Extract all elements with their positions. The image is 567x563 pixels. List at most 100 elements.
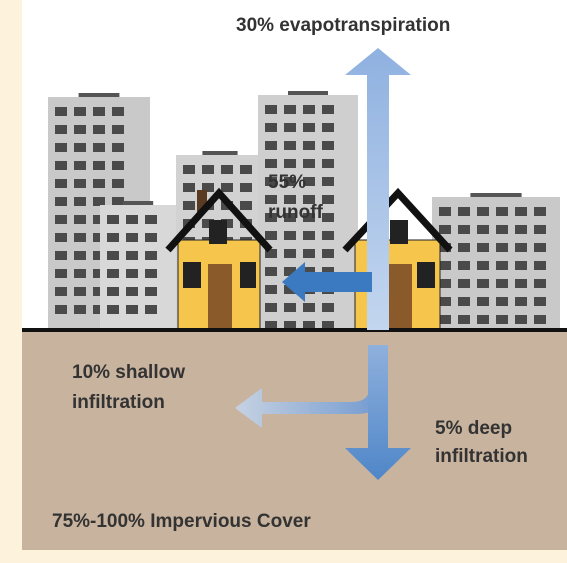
building-window xyxy=(322,303,334,312)
building-window xyxy=(534,297,546,306)
building-window xyxy=(74,143,86,152)
building-window xyxy=(112,197,124,206)
building-window xyxy=(74,251,86,260)
building-window xyxy=(74,125,86,134)
building-window xyxy=(322,249,334,258)
building-window xyxy=(477,279,489,288)
building-window xyxy=(240,165,252,174)
building-window xyxy=(496,297,508,306)
window xyxy=(209,220,227,244)
building-window xyxy=(439,225,451,234)
building-window xyxy=(515,225,527,234)
building-window xyxy=(265,123,277,132)
building-window xyxy=(55,197,67,206)
building-window xyxy=(93,143,105,152)
building-window xyxy=(74,305,86,314)
building-roof-detail xyxy=(202,151,237,155)
label: 5% deep xyxy=(435,418,512,439)
building-window xyxy=(55,179,67,188)
building-window xyxy=(458,297,470,306)
building-window xyxy=(477,207,489,216)
building-window xyxy=(145,215,157,224)
building-window xyxy=(322,159,334,168)
building-window xyxy=(265,141,277,150)
building-window xyxy=(284,231,296,240)
building-window xyxy=(515,297,527,306)
building-window xyxy=(145,269,157,278)
building-window xyxy=(55,233,67,242)
building-window xyxy=(240,201,252,210)
building-window xyxy=(458,243,470,252)
building-window xyxy=(477,261,489,270)
door xyxy=(208,264,232,330)
building-window xyxy=(496,225,508,234)
building-window xyxy=(107,251,119,260)
label: 75%-100% Impervious Cover xyxy=(52,511,311,532)
label: 55% xyxy=(268,172,306,193)
building-window xyxy=(183,165,195,174)
building-window xyxy=(303,303,315,312)
building-window xyxy=(303,141,315,150)
diagram: 30% evapotranspiration 55% runoff 10% sh… xyxy=(0,0,567,563)
building-window xyxy=(439,261,451,270)
building-window xyxy=(458,225,470,234)
building-window xyxy=(303,105,315,114)
building-window xyxy=(55,215,67,224)
building-roof-detail xyxy=(79,93,120,97)
door xyxy=(388,264,412,330)
building-window xyxy=(55,125,67,134)
building-window xyxy=(322,231,334,240)
building-window xyxy=(126,269,138,278)
building-window xyxy=(74,269,86,278)
building-window xyxy=(107,287,119,296)
building-window xyxy=(515,315,527,324)
building-window xyxy=(74,107,86,116)
building-window xyxy=(93,197,105,206)
building-roof-detail xyxy=(470,193,521,197)
label: infiltration xyxy=(435,446,528,467)
building-window xyxy=(496,243,508,252)
building-window xyxy=(74,161,86,170)
building-window xyxy=(183,201,195,210)
building-window xyxy=(265,231,277,240)
building-window xyxy=(107,233,119,242)
building-window xyxy=(93,161,105,170)
building-window xyxy=(265,105,277,114)
label: infiltration xyxy=(72,392,165,413)
building-window xyxy=(107,269,119,278)
building-window xyxy=(265,303,277,312)
building-window xyxy=(322,141,334,150)
building-window xyxy=(284,159,296,168)
building-window xyxy=(55,269,67,278)
building-window xyxy=(126,215,138,224)
label: runoff xyxy=(268,202,324,223)
building-window xyxy=(126,305,138,314)
building-window xyxy=(112,143,124,152)
building-window xyxy=(145,251,157,260)
building-window xyxy=(284,141,296,150)
building-window xyxy=(515,261,527,270)
building-window xyxy=(477,297,489,306)
building-window xyxy=(74,179,86,188)
building-window xyxy=(496,261,508,270)
building-window xyxy=(126,233,138,242)
building-window xyxy=(55,251,67,260)
building-window xyxy=(221,183,233,192)
building-window xyxy=(107,305,119,314)
building-window xyxy=(221,165,233,174)
building-window xyxy=(496,279,508,288)
building-roof-detail xyxy=(288,91,328,95)
building-window xyxy=(112,179,124,188)
building-window xyxy=(55,107,67,116)
building-window xyxy=(534,279,546,288)
building-window xyxy=(202,165,214,174)
building-window xyxy=(496,207,508,216)
building-window xyxy=(55,143,67,152)
building-window xyxy=(93,179,105,188)
window xyxy=(390,220,408,244)
building-window xyxy=(93,107,105,116)
building-window xyxy=(458,315,470,324)
building-window xyxy=(126,287,138,296)
building-window xyxy=(515,279,527,288)
building-window xyxy=(107,215,119,224)
